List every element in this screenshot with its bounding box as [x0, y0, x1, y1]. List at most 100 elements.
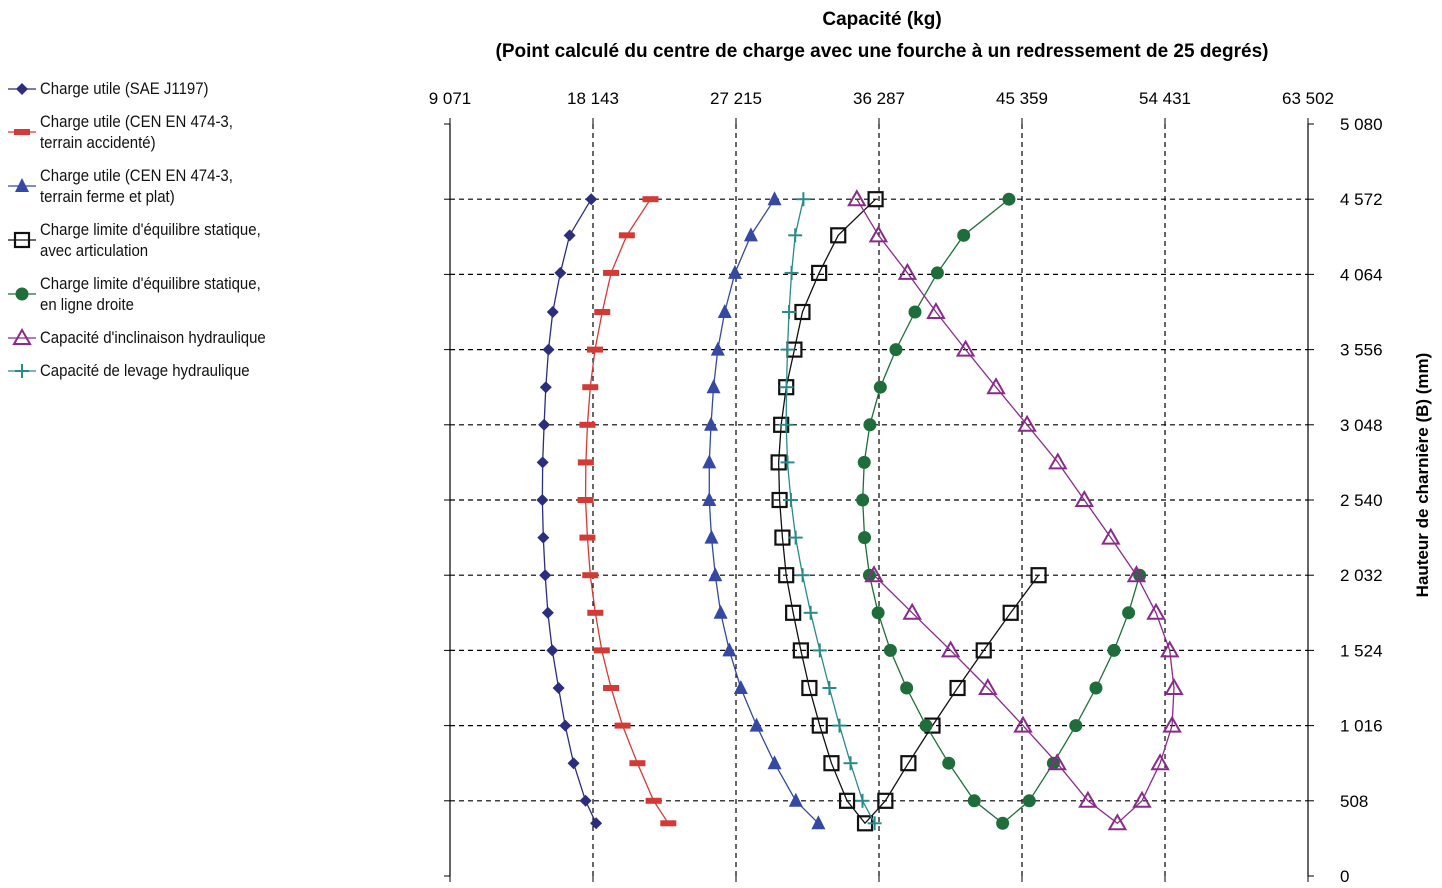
data-point: [897, 262, 918, 280]
data-point: [645, 797, 662, 804]
data-point: [767, 755, 782, 770]
data-point: [986, 377, 1006, 395]
data-point: [868, 225, 889, 243]
legend-item: Capacité de levage hydraulique: [6, 360, 366, 381]
series-line: [785, 199, 876, 824]
legend-label: Charge limite d'équilibre statique, avec…: [40, 220, 261, 260]
data-point: [1107, 813, 1128, 831]
data-point: [1047, 753, 1067, 771]
data-point: [1002, 192, 1016, 206]
data-point: [1107, 643, 1121, 657]
data-point: [858, 531, 872, 545]
series-3: [702, 191, 826, 830]
x-tick-label: 45 359: [996, 89, 1048, 108]
y-tick-label: 1 524: [1340, 641, 1383, 660]
data-point: [883, 643, 897, 657]
legend-item: Charge utile (CEN EN 474-3, terrain acci…: [6, 111, 366, 153]
data-point: [942, 756, 956, 770]
data-point: [803, 605, 818, 620]
data-point: [930, 266, 944, 280]
data-point: [541, 606, 554, 619]
data-point: [563, 229, 576, 242]
data-point: [1074, 489, 1095, 507]
data-point: [587, 609, 604, 616]
data-point: [949, 679, 966, 697]
data-point: [784, 265, 799, 280]
data-point: [708, 567, 723, 582]
data-point: [811, 717, 828, 734]
data-point: [863, 418, 877, 432]
data-point: [871, 606, 885, 620]
axes: [444, 118, 1314, 882]
data-point: [822, 681, 837, 695]
data-point: [873, 380, 887, 394]
y-tick-label: 508: [1340, 792, 1368, 811]
series-2: [577, 196, 677, 827]
series-4: [770, 191, 1047, 832]
data-point: [978, 677, 998, 695]
data-point: [552, 682, 565, 694]
data-point: [717, 304, 732, 318]
data-point: [579, 794, 592, 807]
series-line: [584, 198, 669, 824]
legend-swatch: [8, 129, 36, 135]
data-point: [1002, 604, 1019, 621]
data-point: [702, 454, 717, 469]
data-point: [614, 722, 631, 729]
data-point: [1146, 602, 1166, 620]
data-point: [642, 196, 659, 203]
data-point: [788, 228, 803, 243]
tick-labels: 9 071 18 143 27 215 36 287 45 359 54 431 63 50…: [429, 89, 1383, 886]
data-point: [704, 529, 719, 544]
data-point: [713, 604, 728, 619]
data-point: [857, 455, 871, 469]
data-point: [749, 717, 764, 732]
x-tick-label: 54 431: [1139, 89, 1191, 108]
data-point: [1126, 565, 1147, 583]
y-tick-label: 5 080: [1340, 115, 1383, 134]
legend-swatch: [8, 178, 36, 192]
data-point: [867, 191, 884, 208]
chart-subtitle: (Point calculé du centre de charge avec …: [496, 41, 1269, 62]
x-tick-label: 27 215: [710, 89, 762, 108]
y-tick-label: 1 016: [1340, 717, 1383, 736]
data-point: [856, 493, 870, 507]
data-point: [1132, 790, 1152, 808]
data-point: [727, 264, 742, 279]
legend-label: Charge utile (SAE J1197): [40, 79, 209, 98]
data-point: [900, 755, 917, 772]
data-point: [877, 792, 894, 809]
data-point: [577, 497, 594, 503]
data-point: [967, 794, 981, 808]
x-tick-label: 18 143: [567, 89, 619, 108]
y-tick-label: 2 032: [1340, 566, 1383, 585]
legend-swatch: [8, 231, 36, 249]
data-point: [908, 305, 922, 319]
data-point: [1160, 640, 1180, 658]
data-point: [706, 379, 721, 394]
data-point: [779, 417, 794, 432]
legend: Charge utile (SAE J1197) Charge utile (CE…: [6, 78, 366, 393]
legend-item: Charge limite d'équilibre statique, en l…: [6, 273, 366, 315]
data-point: [926, 301, 946, 319]
legend-label: Capacité de levage hydraulique: [40, 361, 250, 380]
data-point: [593, 647, 610, 654]
data-point: [785, 604, 802, 621]
data-point: [1013, 715, 1033, 733]
legend-item: Capacité d'inclinaison hydraulique: [6, 327, 366, 348]
data-point: [582, 384, 599, 391]
data-point: [855, 793, 870, 808]
series-line: [708, 198, 819, 824]
data-point: [1078, 790, 1098, 808]
series-1: [536, 193, 603, 830]
data-point: [538, 418, 551, 431]
data-point: [542, 343, 555, 356]
data-point: [996, 816, 1010, 830]
y-tick-label: 2 540: [1340, 491, 1383, 510]
data-point: [778, 567, 795, 584]
data-point: [546, 644, 559, 657]
data-point: [710, 341, 725, 356]
data-point: [782, 305, 797, 319]
data-point: [795, 568, 810, 583]
data-point: [590, 817, 603, 830]
